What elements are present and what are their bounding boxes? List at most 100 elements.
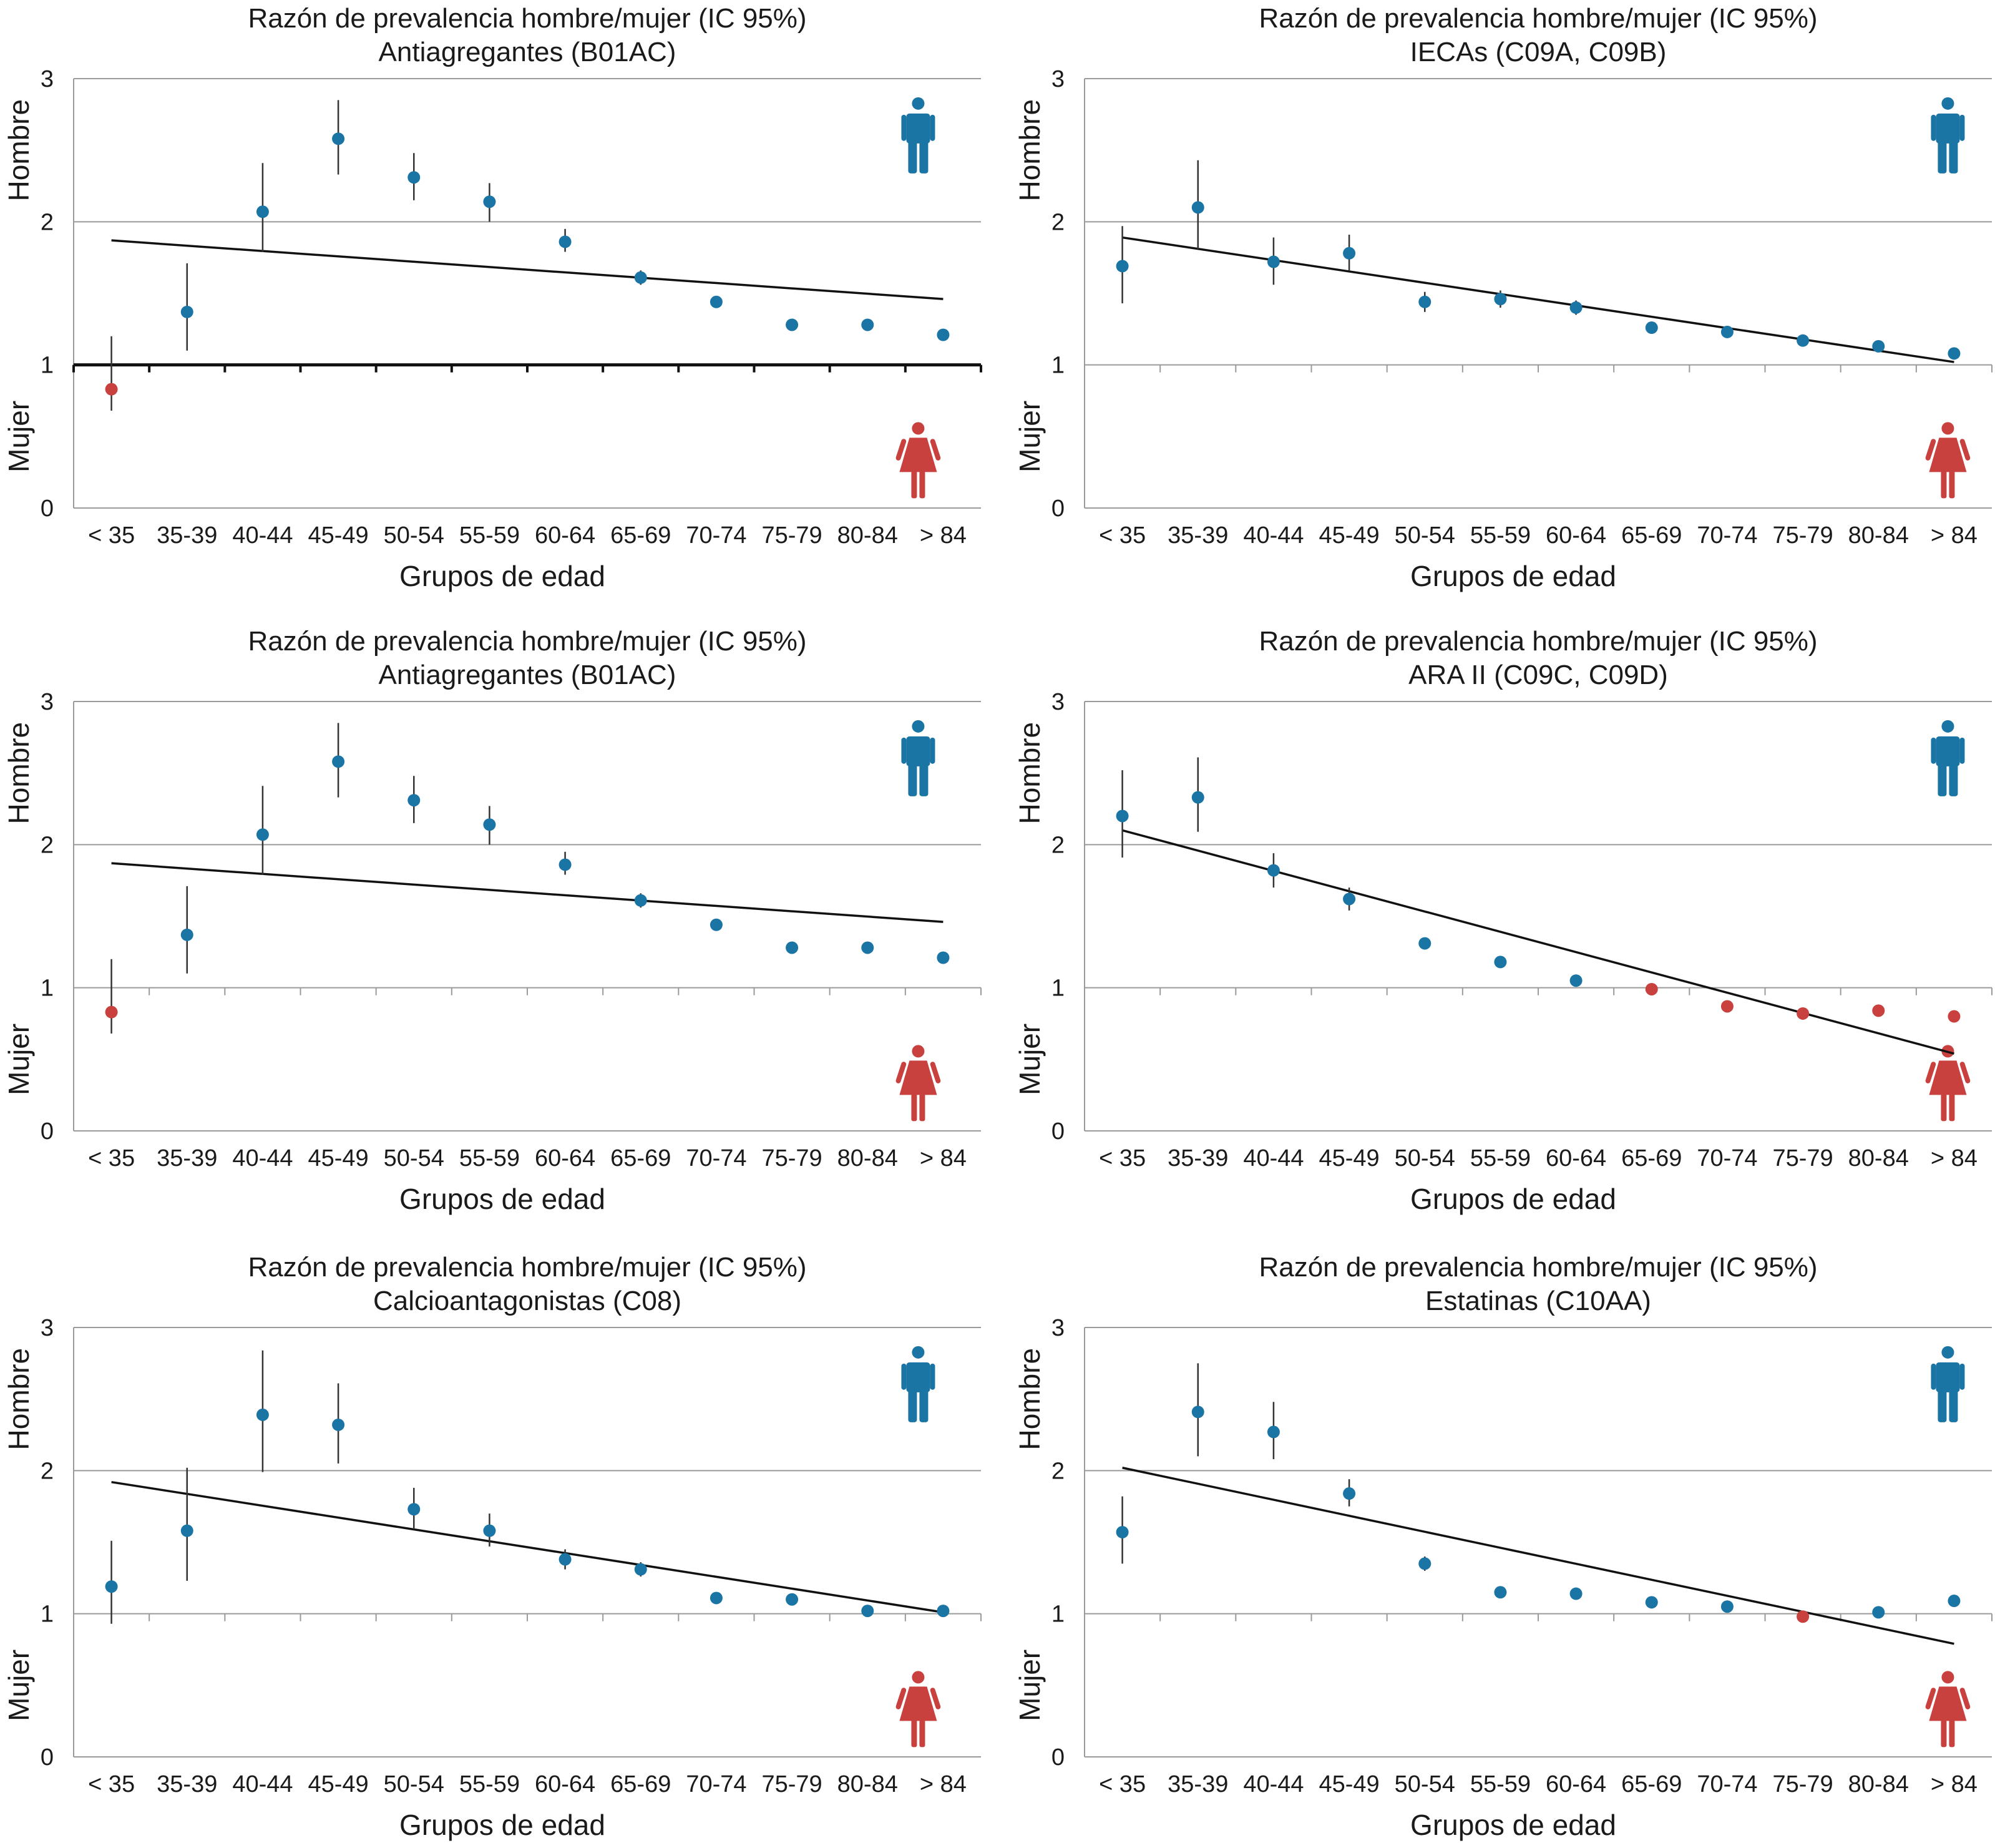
data-point — [710, 295, 723, 308]
woman-dress — [899, 1686, 937, 1721]
x-tick-label: 70-74 — [1697, 522, 1757, 549]
woman-arm-right — [1959, 1688, 1971, 1709]
woman-arm-right — [930, 1688, 941, 1709]
woman-arm-left — [1925, 1062, 1936, 1083]
man-leg-left — [1938, 140, 1947, 174]
man-torso — [906, 1362, 930, 1392]
woman-dress — [899, 1060, 937, 1095]
y-tick-label: 3 — [41, 689, 54, 715]
y-tick-label: 0 — [1051, 1118, 1065, 1145]
data-point — [1343, 1487, 1356, 1500]
x-tick-label: 45-49 — [1319, 522, 1379, 549]
x-tick-label: 70-74 — [1697, 1771, 1757, 1797]
man-arm-right — [930, 737, 935, 764]
y-tick-label: 0 — [1051, 1744, 1065, 1771]
man-torso — [906, 113, 930, 144]
chart-panel: Razón de prevalencia hombre/mujer (IC 95… — [2, 3, 982, 592]
y-tick-label: 2 — [41, 832, 54, 858]
man-leg-right — [919, 1389, 929, 1422]
data-point — [1191, 201, 1204, 214]
data-point — [180, 305, 193, 318]
x-tick-label: 45-49 — [308, 1771, 368, 1797]
woman-leg-right — [1949, 1719, 1955, 1748]
data-point — [937, 1605, 950, 1618]
x-tick-label: 35-39 — [157, 1145, 217, 1171]
x-tick-label: 65-69 — [1621, 1145, 1682, 1171]
data-point — [634, 894, 647, 907]
data-point — [1116, 260, 1129, 273]
x-tick-label: 45-49 — [308, 522, 368, 549]
woman-leg-left — [1941, 471, 1947, 499]
x-tick-label: < 35 — [88, 522, 135, 549]
data-point — [180, 1524, 193, 1537]
data-point — [634, 1563, 647, 1576]
man-arm-left — [901, 1363, 907, 1390]
trend-line — [1122, 1467, 1954, 1645]
y-tick-label: 2 — [1051, 1458, 1065, 1484]
trend-line — [111, 862, 944, 923]
data-point — [559, 858, 572, 871]
data-point — [1494, 956, 1507, 969]
x-tick-label: 75-79 — [761, 522, 822, 549]
data-point — [1645, 321, 1658, 335]
man-leg-left — [1938, 763, 1947, 796]
x-tick-label: 65-69 — [1621, 522, 1682, 549]
chart-panel: Razón de prevalencia hombre/mujer (IC 95… — [1013, 3, 1993, 592]
data-point — [1418, 937, 1432, 950]
woman-leg-left — [911, 1093, 917, 1122]
woman-arm-left — [895, 439, 907, 461]
woman-arm-right — [930, 439, 941, 461]
data-point — [1569, 1587, 1583, 1600]
woman-leg-right — [919, 471, 925, 499]
woman-leg-left — [1941, 1093, 1947, 1122]
man-icon — [1931, 1346, 1965, 1422]
x-tick-label: 80-84 — [837, 1145, 898, 1171]
x-tick-label: > 84 — [1931, 1771, 1978, 1797]
chart-subtitle: ARA II (C09C, C09D) — [1408, 660, 1668, 690]
data-point — [1872, 1606, 1885, 1619]
x-tick-label: 60-64 — [535, 1145, 595, 1171]
man-leg-right — [919, 140, 929, 174]
x-axis-label: Grupos de edad — [1410, 560, 1616, 592]
man-torso — [1936, 736, 1960, 766]
data-point — [1569, 974, 1583, 987]
data-point — [861, 318, 874, 331]
x-tick-label: 55-59 — [459, 522, 520, 549]
x-tick-label: 75-79 — [761, 1145, 822, 1171]
x-axis-label: Grupos de edad — [1410, 1183, 1616, 1215]
man-leg-right — [919, 763, 929, 796]
x-tick-label: < 35 — [1099, 1145, 1146, 1171]
man-arm-left — [1931, 737, 1936, 764]
x-tick-label: 50-54 — [384, 1771, 444, 1797]
data-point — [1797, 1610, 1810, 1623]
data-point — [105, 1580, 118, 1593]
man-head — [1941, 1346, 1954, 1359]
x-tick-label: 65-69 — [1621, 1771, 1682, 1797]
man-icon — [1931, 720, 1965, 796]
data-point — [710, 918, 723, 931]
x-axis-label: Grupos de edad — [399, 1183, 605, 1215]
x-tick-label: 60-64 — [535, 1771, 595, 1797]
x-tick-label: 35-39 — [157, 1771, 217, 1797]
man-leg-left — [908, 763, 917, 796]
data-point — [1645, 982, 1658, 995]
x-tick-label: 55-59 — [1470, 1771, 1531, 1797]
y-tick-label: 3 — [41, 1315, 54, 1341]
data-point — [1645, 1596, 1658, 1609]
data-point — [786, 941, 799, 954]
x-tick-label: 35-39 — [157, 522, 217, 549]
woman-leg-right — [1949, 1093, 1955, 1122]
x-tick-label: > 84 — [920, 522, 967, 549]
y-label-men: Hombre — [1013, 1348, 1046, 1450]
chart-title: Razón de prevalencia hombre/mujer (IC 95… — [1259, 1252, 1817, 1283]
data-point — [861, 1605, 874, 1618]
man-arm-right — [930, 1363, 935, 1390]
x-tick-label: 50-54 — [384, 522, 444, 549]
data-point — [1267, 255, 1280, 268]
y-tick-label: 0 — [1051, 496, 1065, 522]
woman-head — [912, 1045, 925, 1058]
data-point — [1872, 1004, 1885, 1017]
man-arm-left — [1931, 114, 1936, 141]
chart-panel: Razón de prevalencia hombre/mujer (IC 95… — [1013, 626, 1993, 1215]
x-tick-label: 75-79 — [761, 1771, 822, 1797]
